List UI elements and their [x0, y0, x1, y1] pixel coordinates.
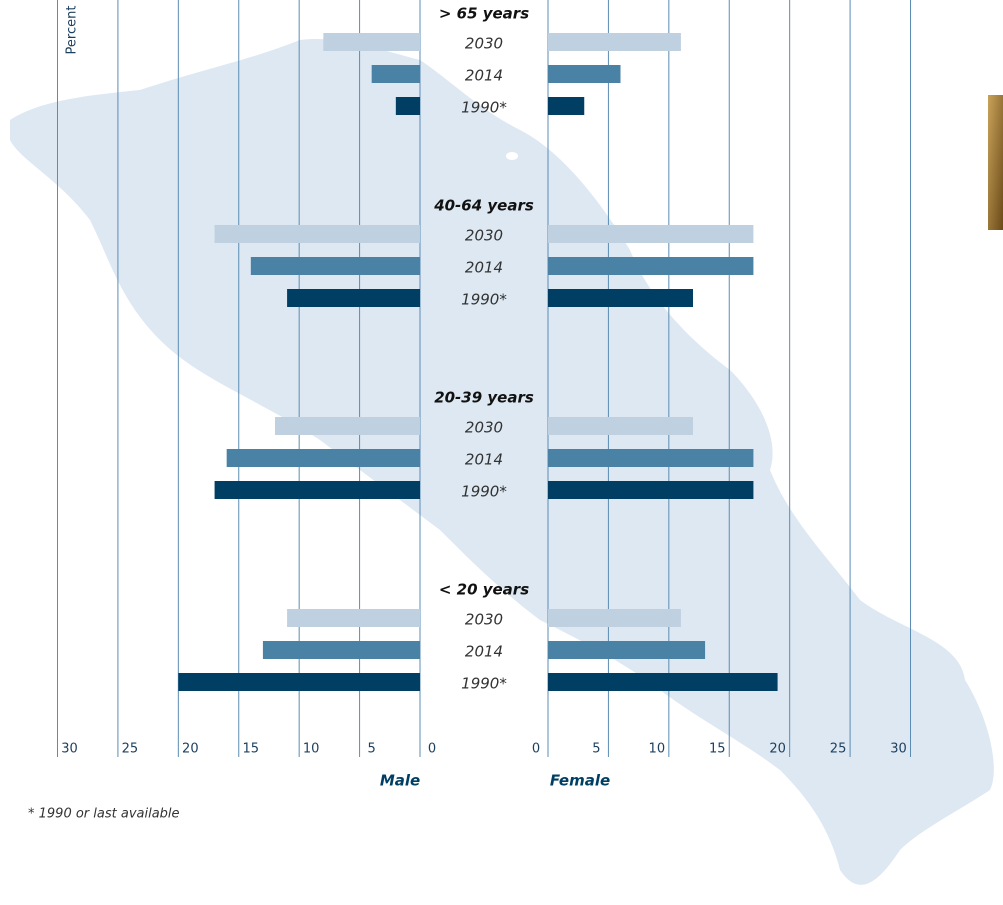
x-tick-label: 30 [890, 742, 907, 757]
bar [323, 33, 420, 51]
bar [548, 289, 693, 307]
bar [287, 609, 420, 627]
bar [395, 97, 420, 115]
x-tick-label: 25 [830, 742, 847, 757]
bar [548, 641, 706, 659]
series-label: 2014 [465, 67, 503, 85]
bar [548, 33, 681, 51]
series-label: 2014 [465, 643, 503, 661]
series-label: 2030 [465, 227, 503, 245]
x-tick-label: 20 [769, 742, 786, 757]
x-tick-label: 5 [367, 742, 375, 757]
bar [262, 641, 420, 659]
group-label: < 20 years [439, 581, 529, 599]
male-label: Male [380, 772, 420, 790]
bar [548, 609, 681, 627]
bar [548, 97, 585, 115]
series-label: 2030 [465, 35, 503, 53]
group-label: 20-39 years [434, 389, 534, 407]
x-tick-label: 5 [592, 742, 600, 757]
bar [371, 65, 420, 83]
x-tick-label: 25 [122, 742, 139, 757]
series-label: 2030 [465, 611, 503, 629]
bar [275, 417, 420, 435]
series-label: 2014 [465, 259, 503, 277]
bar [548, 481, 754, 499]
bar [226, 449, 420, 467]
series-label: 2030 [465, 419, 503, 437]
female-label: Female [550, 772, 610, 790]
group-label: 40-64 years [433, 197, 534, 215]
x-tick-label: 10 [649, 742, 666, 757]
bar [214, 481, 420, 499]
y-axis-label: Percent [65, 6, 80, 55]
series-label: 1990* [461, 675, 507, 693]
x-tick-label: 15 [242, 742, 259, 757]
bar [287, 289, 420, 307]
side-image [988, 95, 1003, 230]
x-tick-label: 0 [532, 742, 540, 757]
map-island [506, 152, 518, 160]
series-label: 1990* [461, 99, 507, 117]
series-label: 1990* [461, 291, 507, 309]
bar [178, 673, 420, 691]
x-tick-label: 30 [61, 742, 78, 757]
bar [548, 257, 754, 275]
bar [548, 65, 621, 83]
series-label: 2014 [465, 451, 503, 469]
x-tick-label: 0 [428, 742, 436, 757]
series-label: 1990* [461, 483, 507, 501]
bar [548, 225, 754, 243]
x-tick-label: 10 [303, 742, 320, 757]
group-label: > 65 years [439, 5, 529, 23]
x-tick-label: 20 [182, 742, 199, 757]
footnote: * 1990 or last available [28, 807, 180, 822]
bar [548, 417, 693, 435]
x-tick-label: 15 [709, 742, 726, 757]
bar [548, 673, 778, 691]
bar [548, 449, 754, 467]
bar [214, 225, 420, 243]
bar [250, 257, 420, 275]
